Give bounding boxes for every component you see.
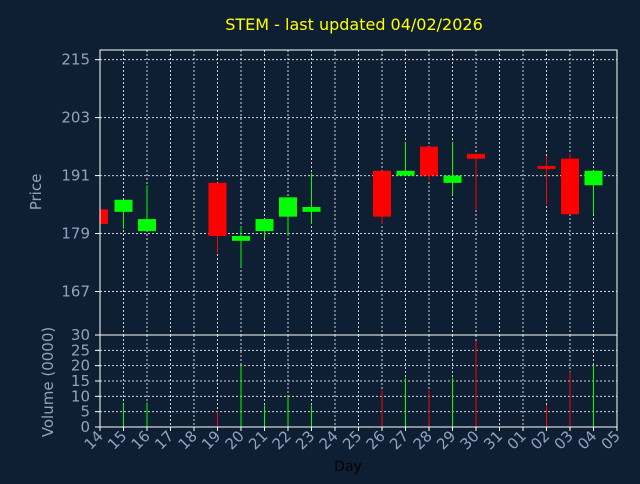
- candle-body: [114, 199, 133, 212]
- candle-body: [467, 153, 485, 159]
- candle-body: [396, 170, 415, 176]
- x-tick-label: 02: [527, 427, 553, 453]
- price-tick-label: 215: [61, 51, 90, 69]
- price-tick-label: 179: [61, 225, 90, 243]
- volume-axis-label: Volume (0000): [39, 327, 57, 437]
- x-tick-label: 04: [574, 427, 600, 453]
- candle-body: [561, 158, 579, 215]
- x-tick-label: 23: [292, 427, 318, 453]
- volume-tick-label: 10: [71, 387, 90, 405]
- x-tick-label: 20: [222, 427, 248, 453]
- volume-tick-label: 20: [71, 357, 90, 375]
- x-tick-label: 18: [175, 427, 201, 453]
- x-tick-label: 29: [433, 427, 459, 453]
- volume-tick-label: 0: [80, 418, 90, 436]
- volume-tick-label: 25: [71, 341, 90, 359]
- x-axis-label: Day: [334, 459, 362, 475]
- x-tick-label: 28: [410, 427, 436, 453]
- price-tick-label: 191: [61, 167, 90, 185]
- candle-body: [373, 170, 391, 217]
- candle-body: [208, 182, 227, 236]
- x-tick-label: 05: [598, 427, 624, 453]
- candle-body: [232, 235, 250, 241]
- chart-title: STEM - last updated 04/02/2026: [225, 15, 483, 34]
- x-tick-label: 19: [198, 427, 224, 453]
- x-tick-label: 25: [339, 427, 365, 453]
- volume-tick-label: 5: [80, 403, 90, 421]
- x-tick-label: 03: [551, 427, 577, 453]
- candle-body: [302, 206, 321, 212]
- x-tick-label: 15: [104, 427, 130, 453]
- candle-body: [584, 170, 603, 186]
- candle-body: [100, 209, 108, 224]
- candle-body: [443, 175, 462, 183]
- x-tick-label: 16: [128, 427, 154, 453]
- x-tick-label: 01: [504, 427, 530, 453]
- x-tick-label: 22: [269, 427, 295, 453]
- candle-body: [420, 146, 438, 176]
- price-plot-frame: [99, 49, 618, 336]
- volume-panel: 0510152025301415161718192021222324252627…: [71, 326, 624, 453]
- volume-tick-label: 30: [71, 326, 90, 344]
- price-tick-label: 203: [61, 109, 90, 127]
- x-tick-label: 30: [457, 427, 483, 453]
- candle-body: [537, 165, 556, 169]
- candle-body: [279, 197, 297, 217]
- price-tick-label: 167: [61, 283, 90, 301]
- candle-body: [138, 219, 156, 232]
- x-tick-label: 26: [363, 427, 389, 453]
- x-tick-label: 21: [245, 427, 271, 453]
- x-tick-label: 27: [386, 427, 412, 453]
- x-tick-label: 31: [480, 427, 506, 453]
- price-axis-label: Price: [27, 174, 45, 211]
- candle-body: [255, 219, 274, 232]
- x-tick-label: 17: [151, 427, 177, 453]
- price-panel: 167 179 191 203 215: [61, 49, 618, 336]
- x-tick-label: 24: [316, 427, 342, 453]
- volume-tick-label: 15: [71, 372, 90, 390]
